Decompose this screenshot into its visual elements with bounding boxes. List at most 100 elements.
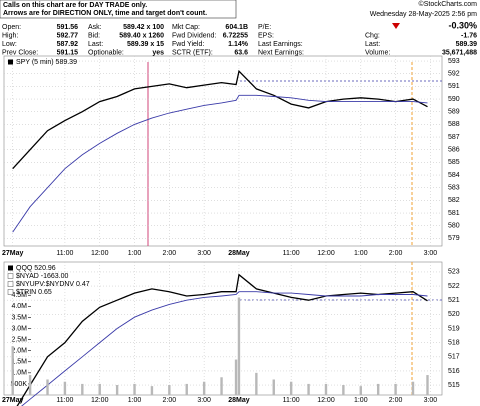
y-tick-label: 583 [448, 185, 460, 192]
quote-value: 589.42 x 100 [123, 24, 164, 31]
quote-value: 604.1B [225, 24, 248, 31]
y-tick-label: 585 [448, 159, 460, 166]
x-tick-label: 3:00 [197, 397, 211, 404]
x-tick-label: 12:00 [317, 250, 335, 257]
volume-bar [133, 383, 136, 395]
price-line [12, 94, 428, 233]
x-tick-label: 11:00 [283, 397, 300, 404]
y-tick-label: 593 [448, 58, 460, 65]
quote-label: P/E: [258, 24, 271, 31]
x-tick-label: 12:00 [91, 397, 109, 404]
volume-bar [81, 383, 84, 395]
pct-change: -0.30% [448, 20, 477, 30]
y-tick-label: 522 [448, 283, 460, 290]
legend-swatch [8, 59, 13, 65]
volume-bar [28, 375, 32, 395]
quote-label: High: [2, 32, 18, 39]
y2-tick-label: 4.5M [11, 292, 27, 299]
volume-bar [63, 381, 67, 395]
x-tick-label: 27May [2, 397, 24, 404]
quote-value: 587.92 [57, 41, 79, 48]
quote-value: 6.72255 [223, 32, 248, 39]
y2-tick-label: 1.0M [11, 370, 27, 377]
volume-bar [426, 375, 429, 395]
x-tick-label: 1:00 [128, 250, 142, 257]
y-tick-label: 588 [448, 121, 460, 128]
y-tick-label: 517 [448, 354, 460, 361]
x-tick-label: 28May [228, 397, 250, 404]
y-tick-label: 587 [448, 134, 460, 141]
quote-value: 592.77 [57, 32, 79, 39]
x-tick-label: 12:00 [317, 397, 335, 404]
y-tick-label: 579 [448, 235, 460, 242]
y-tick-label: 589 [448, 109, 460, 116]
quote-value: yes [152, 49, 164, 56]
volume-bar [98, 383, 101, 395]
quote-value: 589.40 x 1260 [119, 32, 164, 39]
quote-label: Bid: [88, 32, 100, 39]
note: Calls on this chart are for DAY TRADE on… [3, 2, 147, 9]
quote-label: Prev Close: [2, 49, 38, 56]
volume-bar [272, 379, 275, 395]
volume-bar [150, 386, 154, 395]
quote-value: 589.39 x 15 [127, 41, 164, 48]
volume-bar [115, 385, 119, 395]
x-tick-label: 11:00 [283, 250, 300, 257]
legend-label: SPY (5 min) 589.39 [16, 59, 77, 66]
legend-label: $NYUPV:$NYDNV 0.47 [16, 281, 90, 288]
quote-value: 589.39 [456, 41, 478, 48]
volume-bar [255, 372, 258, 395]
down-arrow [392, 23, 400, 29]
y-tick-label: 582 [448, 197, 460, 204]
x-tick-label: 1:00 [354, 250, 368, 257]
brand: ©StockCharts.com [419, 0, 478, 8]
quote-label: SCTR (ETF): [172, 49, 213, 56]
datetime: Wednesday 28-May-2025 2:56 pm [370, 11, 477, 18]
volume-bar [237, 297, 241, 395]
quote-label: Last: [88, 41, 103, 48]
quote-value: 591.56 [57, 24, 79, 31]
notes-box [0, 0, 237, 19]
volume-bar [202, 381, 206, 395]
x-tick-label: 27May [2, 250, 24, 257]
upper-panel [3, 55, 443, 247]
y-tick-label: 592 [448, 71, 460, 78]
y-tick-label: 515 [448, 382, 460, 389]
volume-bar [359, 386, 362, 395]
x-tick-label: 3:00 [197, 250, 211, 257]
y-tick-label: 590 [448, 96, 460, 103]
quote-label: Optionable: [88, 49, 124, 56]
legend-label: QQQ 520.96 [16, 265, 56, 272]
y-tick-label: 519 [448, 325, 460, 332]
quote-label: Fwd Dividend: [172, 32, 216, 39]
y2-tick-label: 1.5M [11, 359, 27, 366]
legend-label: $TRIN 0.65 [16, 289, 52, 296]
y2-tick-label: 2.0M [11, 348, 27, 355]
y-tick-label: 581 [448, 210, 460, 217]
x-tick-label: 2:00 [389, 397, 403, 404]
legend-swatch [7, 281, 14, 287]
y2-tick-label: 3.0M [11, 325, 27, 332]
x-tick-label: 1:00 [128, 397, 142, 404]
x-tick-label: 1:00 [354, 397, 368, 404]
y-tick-label: 591 [448, 83, 460, 90]
y-tick-label: 586 [448, 147, 460, 154]
quote-value: 35,671,488 [442, 49, 477, 56]
quote-value: 63.6 [234, 49, 248, 56]
quote-label: Next Earnings: [258, 49, 304, 56]
quote-label: Last Earnings: [258, 41, 303, 48]
price-line [21, 291, 428, 406]
y-tick-label: 523 [448, 269, 460, 276]
y2-tick-label: 2.5M [11, 336, 27, 343]
x-tick-label: 3:00 [424, 397, 438, 404]
x-tick-label: 11:00 [56, 397, 73, 404]
x-tick-label: 2:00 [389, 250, 403, 257]
x-tick-label: 28May [228, 250, 250, 257]
quote-label: EPS: [258, 32, 274, 39]
volume-bar [46, 379, 49, 395]
note: Arrows are for DIRECTION ONLY, time and … [3, 10, 207, 17]
y-tick-label: 584 [448, 172, 460, 179]
x-tick-label: 12:00 [91, 250, 109, 257]
volume-bar [185, 383, 188, 395]
legend-swatch [7, 273, 14, 279]
